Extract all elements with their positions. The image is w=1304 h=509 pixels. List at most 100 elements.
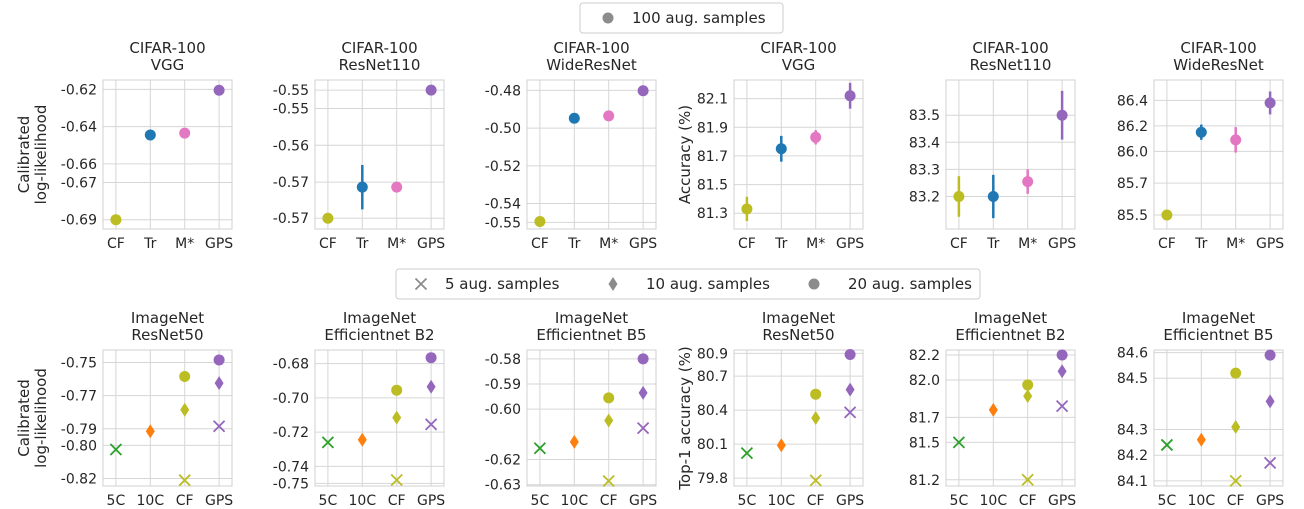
- y-tick-label: -0.77: [61, 389, 97, 405]
- y-tick-label: 84.6: [1117, 346, 1148, 362]
- y-tick-label: -0.59: [485, 377, 521, 393]
- point-5C-x: [1160, 438, 1174, 452]
- y-tick-label: -0.60: [485, 402, 521, 418]
- point-GPS-circle: [425, 84, 437, 96]
- point-CF-diamond: [604, 413, 614, 428]
- point-GPS-x: [636, 421, 650, 435]
- x-tick-label: M*: [1226, 236, 1245, 252]
- point-5C-x: [533, 442, 547, 455]
- y-tick-label: 84.3: [1117, 423, 1148, 439]
- x-tick-label: 10C: [768, 493, 796, 509]
- point-GPS-diamond: [214, 376, 224, 391]
- panel-title-model: WideResNet: [546, 56, 637, 74]
- point-GPS-circle: [637, 353, 649, 365]
- point-CF-circle: [741, 203, 753, 215]
- point-10C-diamond: [776, 438, 786, 453]
- point-Tr-circle: [144, 129, 156, 141]
- plot-frame: [1153, 349, 1284, 487]
- point-CF-diamond: [811, 411, 821, 425]
- point-10C-diamond: [569, 434, 579, 449]
- panel-1: -0.69 -0.67 -0.66 -0.64 -0.62 CF Tr M* GPS CIFAR-…: [15, 39, 233, 252]
- panel-title-model: ResNet50: [131, 326, 203, 344]
- y-tick-label: 81.2: [909, 473, 940, 489]
- point-Tr-circle: [1195, 126, 1207, 138]
- panel-10: 79.8 80.1 80.4 80.7 80.9 5C 10C CF GPS ImageNetRe…: [676, 309, 864, 509]
- point-GPS-diamond: [426, 379, 436, 394]
- y-tick-label: -0.62: [485, 453, 521, 469]
- x-tick-label: CF: [107, 236, 125, 252]
- x-tick-label: CF: [807, 493, 825, 509]
- point-GPS-circle: [844, 90, 856, 102]
- point-CF-circle: [603, 392, 615, 404]
- legend-label: 5 aug. samples: [445, 275, 560, 293]
- y-tick-label: 86.4: [1117, 93, 1148, 109]
- point-Tr-circle: [356, 181, 368, 193]
- point-GPS-circle: [425, 352, 437, 364]
- x-tick-label: 10C: [1188, 493, 1216, 509]
- panel-title-model: Efficientnet B2: [955, 326, 1065, 344]
- x-tick-label: 10C: [980, 493, 1008, 509]
- panel-title-model: ResNet110: [339, 56, 421, 74]
- point-GPS-x: [843, 406, 857, 419]
- x-tick-label: Tr: [143, 236, 156, 252]
- y-tick-label: 80.9: [697, 346, 728, 362]
- panel-title-model: ResNet110: [970, 56, 1052, 74]
- panel-title-model: VGG: [782, 56, 816, 74]
- y-tick-label: -0.64: [61, 120, 97, 136]
- x-tick-label: GPS: [205, 236, 233, 252]
- x-tick-label: 10C: [137, 493, 165, 509]
- x-tick-label: CF: [1227, 493, 1245, 509]
- y-tick-label: -0.62: [61, 82, 97, 98]
- point-CF-circle: [179, 371, 191, 383]
- y-tick-label: -0.67: [61, 175, 97, 191]
- point-GPS-circle: [637, 85, 649, 97]
- point-5C-x: [740, 446, 754, 460]
- point-CF-circle: [110, 214, 122, 226]
- legend-label: 20 aug. samples: [848, 275, 972, 293]
- x-tick-label: M*: [387, 236, 406, 252]
- x-tick-label: 5C: [1158, 493, 1177, 509]
- plot-frame: [102, 349, 233, 487]
- x-tick-label: Tr: [774, 236, 787, 252]
- panel-3: -0.55 -0.54 -0.52 -0.50 -0.48 CF Tr M* GPS CIFAR-…: [485, 39, 658, 252]
- x-tick-label: GPS: [1048, 493, 1076, 509]
- x-tick-label: CF: [600, 493, 618, 509]
- x-tick-label: CF: [319, 236, 337, 252]
- y-tick-label: 83.3: [909, 162, 940, 178]
- panel-title-dataset: ImageNet: [131, 309, 204, 327]
- panel-9: -0.63 -0.62 -0.60 -0.59 -0.58 5C 10C CF GPS Image…: [485, 309, 658, 509]
- point-5C-x: [952, 436, 966, 449]
- panel-7: -0.82 -0.80-0.79 -0.77 -0.75 5C 10C CF GPS Image…: [15, 309, 233, 509]
- x-tick-label: GPS: [1048, 236, 1076, 252]
- point-10C-diamond: [145, 424, 155, 439]
- legend-bottom: 5 aug. samples 10 aug. samples 20 aug. sam…: [395, 268, 981, 300]
- point-GPS-circle: [1056, 349, 1068, 361]
- plot-frame: [526, 79, 657, 230]
- y-tick-label: -0.55: [273, 83, 309, 99]
- x-tick-label: CF: [388, 493, 406, 509]
- panel-title-dataset: CIFAR-100: [972, 39, 1048, 57]
- x-tick-label: GPS: [417, 493, 445, 509]
- y-tick-label: 85.5: [1117, 208, 1148, 224]
- point-CF-x: [1021, 473, 1034, 486]
- y-tick-label: 82.0: [909, 373, 940, 389]
- y-tick-label: -0.79: [61, 422, 97, 438]
- point-GPS-diamond: [1057, 364, 1067, 379]
- point-CF-x: [809, 474, 822, 487]
- plot-frame: [314, 349, 445, 487]
- x-tick-label: 10C: [561, 493, 589, 509]
- y-tick-label: -0.74: [273, 459, 309, 475]
- plot-frame: [314, 79, 445, 230]
- x-tick-label: 5C: [107, 493, 126, 509]
- point-M*-circle: [603, 110, 615, 122]
- y-tick-label: 84.2: [1117, 448, 1148, 464]
- panel-title-dataset: CIFAR-100: [129, 39, 205, 57]
- point-GPS-x: [1055, 400, 1069, 413]
- y-tick-label: 84.1: [1117, 474, 1148, 490]
- plot-frame: [526, 349, 657, 487]
- point-GPS-diamond: [845, 382, 855, 397]
- y-axis-label: log-likelihood: [32, 105, 50, 205]
- x-tick-label: 5C: [531, 493, 550, 509]
- y-axis-label: Calibrated: [15, 379, 33, 457]
